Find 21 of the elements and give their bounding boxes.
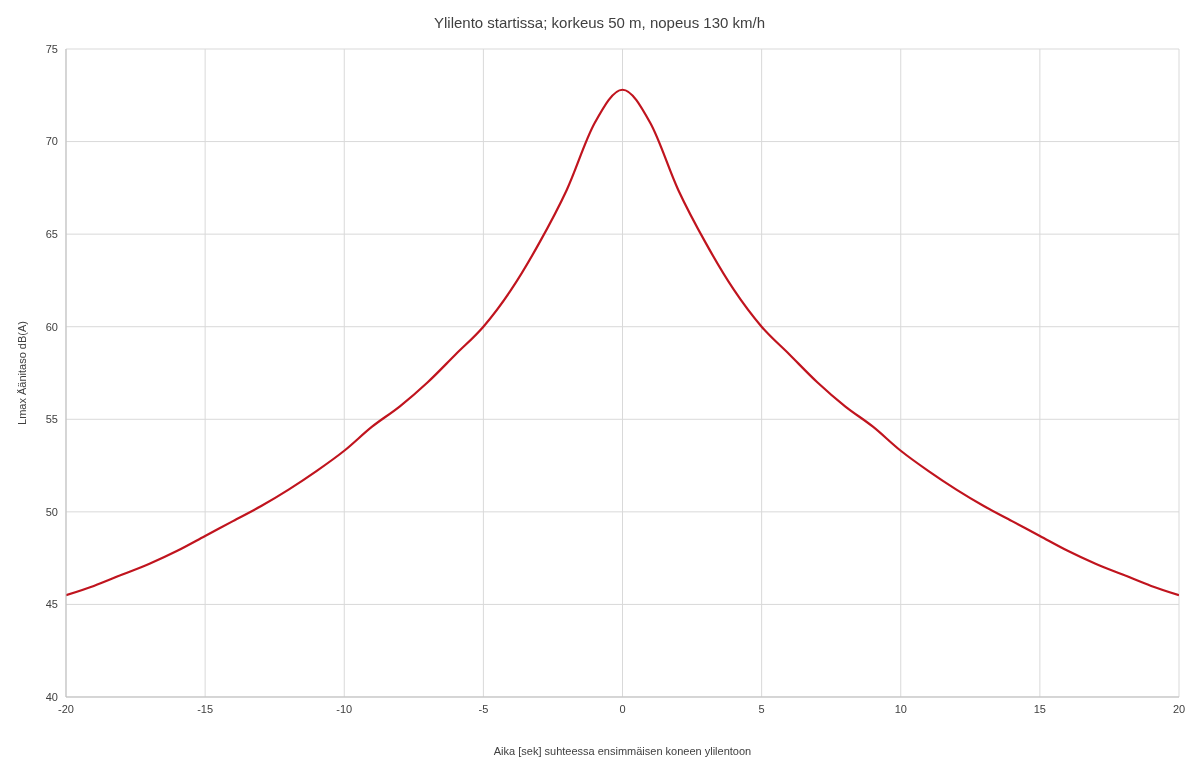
y-tick-label: 45 xyxy=(45,598,58,611)
y-tick-label: 60 xyxy=(45,320,58,333)
line-series xyxy=(66,88,1179,597)
x-tick-label: 15 xyxy=(1033,702,1046,715)
y-tick-label: 40 xyxy=(45,690,58,703)
y-tick-label: 55 xyxy=(45,413,58,426)
y-tick-label: 65 xyxy=(45,228,58,241)
y-tick-label: 50 xyxy=(45,505,58,518)
x-tick-label: 10 xyxy=(894,702,907,715)
x-axis-title: Aika [sek] suhteessa ensimmäisen koneen ylilentoon xyxy=(493,745,752,757)
x-tick-label: 5 xyxy=(758,702,765,715)
x-tick-label: 0 xyxy=(619,702,626,715)
y-tick-label: 75 xyxy=(45,42,58,55)
x-tick-label: -5 xyxy=(478,702,489,715)
x-tick-label: -10 xyxy=(336,702,353,715)
x-tick-label: 20 xyxy=(1172,702,1186,715)
y-axis-title: Lmax Äänitaso dB(A) xyxy=(15,321,28,425)
x-tick-label: -20 xyxy=(58,702,74,715)
y-tick-label: 70 xyxy=(45,135,58,148)
chart-title: Ylilento startissa; korkeus 50 m, nopeus 130 km/h xyxy=(433,14,766,31)
x-tick-label: -15 xyxy=(197,702,214,715)
